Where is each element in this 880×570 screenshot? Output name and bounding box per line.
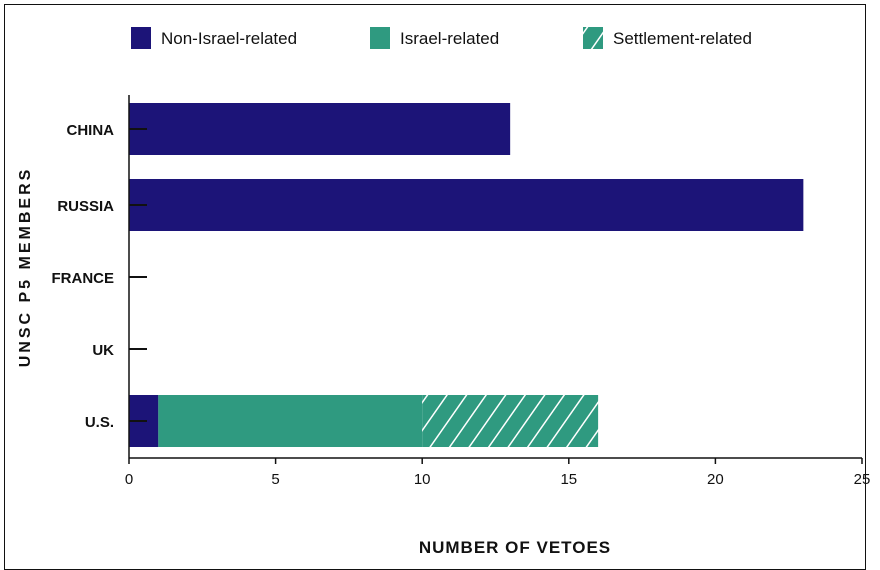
y-tick-label: UK xyxy=(92,342,114,359)
y-tick-label: FRANCE xyxy=(52,270,115,287)
bar-russia-non-israel-related xyxy=(129,179,804,231)
legend-swatch-non-israel-related xyxy=(131,27,151,49)
x-tick-label: 5 xyxy=(271,471,279,488)
chart-frame xyxy=(4,4,866,570)
legend-label: Non-Israel-related xyxy=(161,29,297,48)
y-axis-title: UNSC P5 MEMBERS xyxy=(17,167,34,368)
legend-label: Settlement-related xyxy=(613,29,752,48)
bar-china-non-israel-related xyxy=(129,103,511,155)
x-axis-title: NUMBER OF VETOES xyxy=(419,538,611,557)
bar-us-settlement-related xyxy=(422,395,599,447)
x-tick-label: 0 xyxy=(125,471,133,488)
x-tick-label: 25 xyxy=(854,471,871,488)
y-tick-label: U.S. xyxy=(85,414,114,431)
axes-group: CHINA RUSSIA FRANCE UK U.S. 0 5 10 15 20 25 xyxy=(52,95,871,488)
bar-us-israel-related xyxy=(158,395,423,447)
x-tick-label: 20 xyxy=(707,471,724,488)
y-tick-label: CHINA xyxy=(67,122,115,139)
x-tick-label: 15 xyxy=(560,471,577,488)
legend-label: Israel-related xyxy=(400,29,499,48)
x-tick-label: 10 xyxy=(414,471,431,488)
bars-group xyxy=(129,103,804,447)
y-tick-label: RUSSIA xyxy=(57,198,114,215)
legend: Non-Israel-related Israel-related Settleme… xyxy=(131,27,752,49)
legend-swatch-israel-related xyxy=(370,27,390,49)
legend-swatch-settlement-related xyxy=(583,27,603,49)
